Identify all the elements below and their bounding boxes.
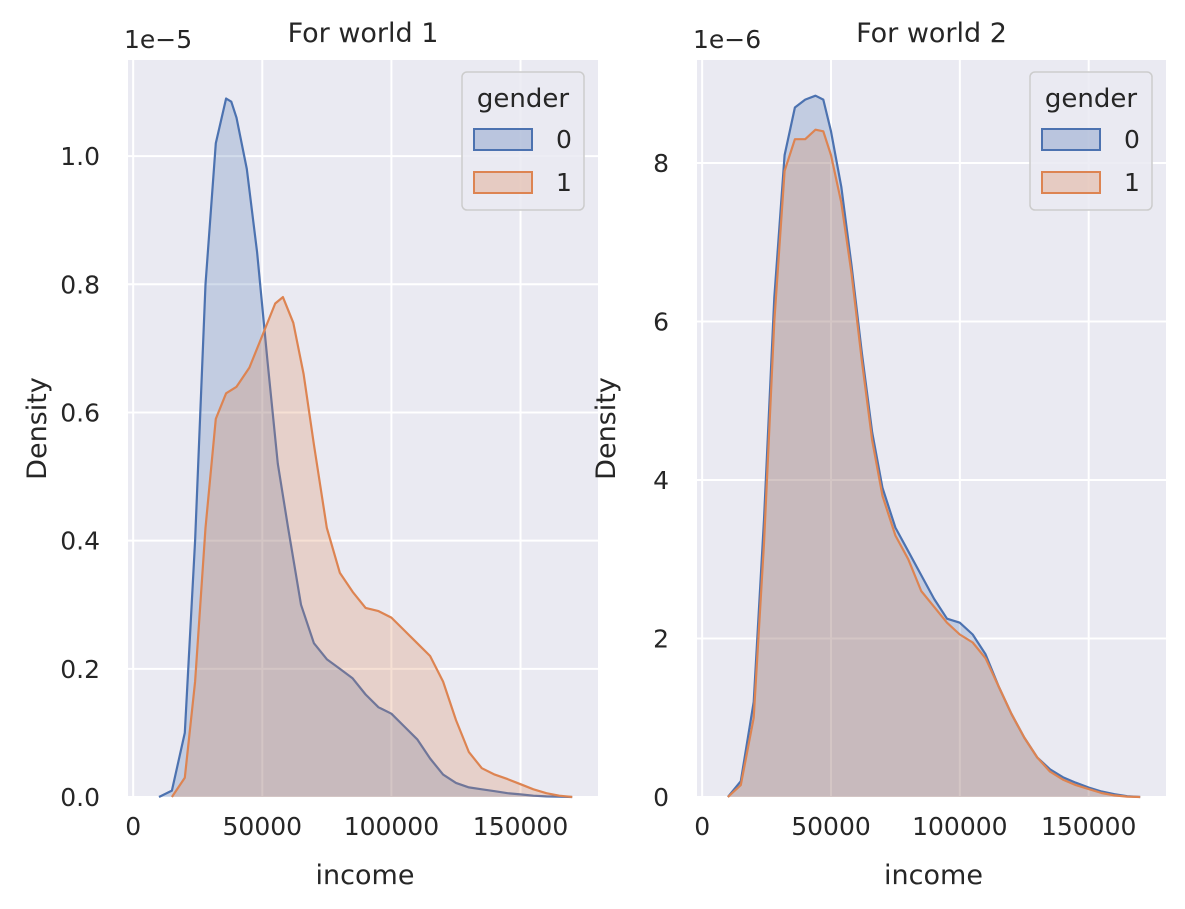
x-axis-label: income (884, 860, 983, 891)
legend-swatch (1041, 128, 1101, 151)
x-tick-label: 150000 (1041, 812, 1136, 841)
legend-label: 1 (1124, 168, 1140, 197)
x-tick-label: 50000 (791, 812, 871, 841)
series-1-line (727, 128, 1141, 799)
series-0-fill (159, 98, 573, 797)
y-axis-label: Density (22, 377, 53, 480)
x-axis-label: income (316, 860, 415, 891)
series-0-fill (727, 95, 1141, 797)
legend-swatch (473, 128, 533, 151)
chart-title: For world 1 (288, 18, 439, 49)
x-tick-label: 0 (125, 812, 141, 841)
series-1-fill (727, 129, 1141, 797)
y-offset-label: 1e−5 (124, 25, 192, 54)
legend-swatch (473, 171, 533, 194)
series-1-fill (171, 297, 573, 797)
y-tick-label: 8 (653, 149, 669, 178)
y-tick-label: 2 (653, 625, 669, 654)
x-tick-label: 100000 (344, 812, 439, 841)
series-1-line (170, 296, 573, 799)
y-tick-label: 0.2 (60, 655, 100, 684)
x-tick-label: 50000 (223, 812, 303, 841)
legend-label: 0 (556, 125, 572, 154)
y-tick-label: 6 (653, 308, 669, 337)
series-0-line (158, 97, 573, 799)
legend-box (461, 71, 585, 211)
panel-1: 0 50000 100000 150000 0.0 0.2 0.4 0.6 0.8 1.0 1e−5… (22, 18, 598, 891)
chart-title: For world 2 (856, 18, 1007, 49)
y-axis-label: Density (591, 377, 622, 480)
x-tick-label: 150000 (473, 812, 568, 841)
y-tick-label: 1.0 (60, 142, 100, 171)
legend-label: 1 (556, 168, 572, 197)
legend-title: gender (477, 84, 569, 114)
y-tick-label: 0 (653, 783, 669, 812)
legend: gender 0 1 (1029, 71, 1153, 211)
y-tick-label: 0.4 (60, 527, 100, 556)
panel-2: 0 50000 100000 150000 0 2 4 6 8 1e−6 For world 2 in… (591, 18, 1166, 891)
x-tick-label: 100000 (912, 812, 1007, 841)
y-tick-label: 0.6 (60, 398, 100, 427)
y-tick-label: 0.8 (60, 270, 100, 299)
y-tick-label: 0.0 (60, 783, 100, 812)
legend: gender 0 1 (461, 71, 585, 211)
legend-swatch (1041, 171, 1101, 194)
y-offset-label: 1e−6 (693, 25, 761, 54)
legend-box (1029, 71, 1153, 211)
x-tick-label: 0 (694, 812, 710, 841)
legend-label: 0 (1124, 125, 1140, 154)
legend-title: gender (1045, 84, 1137, 114)
y-tick-label: 4 (653, 466, 669, 495)
series-0-line (727, 94, 1141, 799)
